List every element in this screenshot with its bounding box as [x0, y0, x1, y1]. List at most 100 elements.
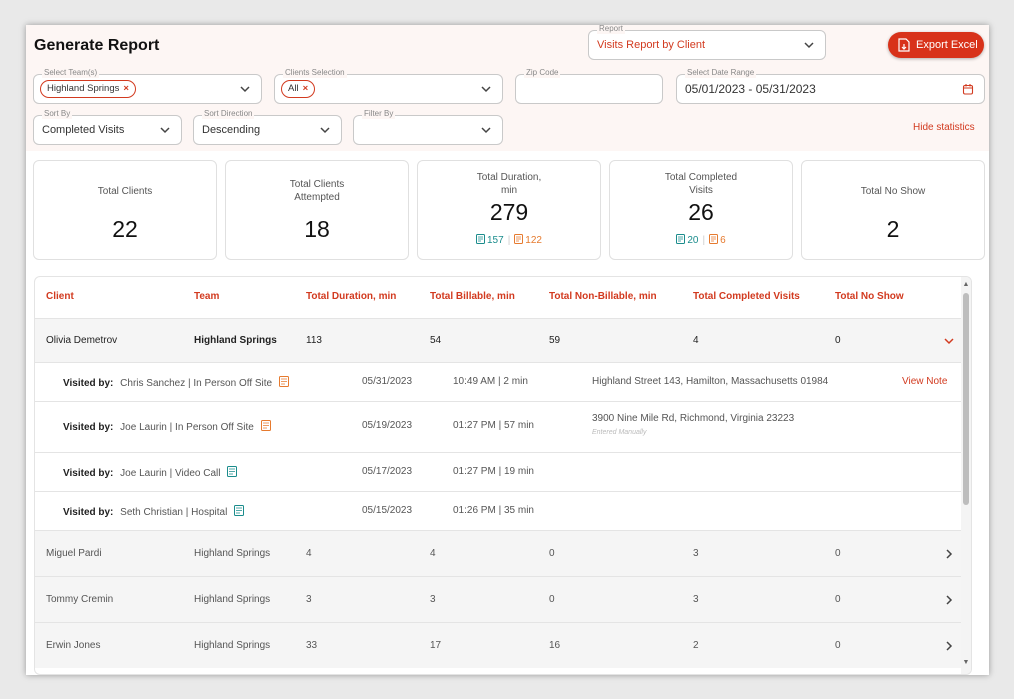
visit-time-value: 01:27 PM — [453, 420, 496, 431]
non-billable-visits: 6 — [720, 235, 726, 246]
visit-type: Hospital — [191, 507, 228, 518]
chevron-down-icon — [481, 86, 491, 93]
sort-by-select[interactable]: Sort By Completed Visits — [33, 109, 182, 145]
chevron-right-icon[interactable] — [943, 594, 955, 606]
cell-non-billable: 59 — [549, 335, 561, 346]
visit-time: 10:49 AM | 2 min — [453, 376, 528, 387]
stat-value: 26 — [688, 199, 714, 225]
visit-row: Visited by: Chris Sanchez | In Person Of… — [35, 362, 971, 401]
table-row[interactable]: Miguel Pardi Highland Springs 4 4 0 3 0 — [35, 530, 971, 576]
table-row-expanded[interactable]: Olivia Demetrov Highland Springs 113 54 … — [35, 318, 971, 362]
filter-by-label: Filter By — [362, 109, 396, 119]
stat-label: Total Duration, min — [476, 172, 542, 196]
chevron-down-icon[interactable] — [943, 335, 955, 347]
clients-label: Clients Selection — [283, 68, 347, 78]
report-window: Generate Report Report Visits Report by … — [26, 25, 989, 675]
scrollbar-thumb[interactable] — [963, 293, 969, 505]
visit-date: 05/17/2023 — [362, 466, 413, 477]
date-range-input[interactable]: Select Date Range 05/01/2023 - 05/31/202… — [676, 68, 985, 104]
cell-completed: 2 — [693, 640, 699, 651]
stat-breakdown: 20 | 6 — [610, 234, 792, 246]
visit-time-value: 01:27 PM — [453, 466, 496, 477]
billable-note-icon — [676, 234, 686, 244]
visit-duration: 57 min — [503, 420, 534, 431]
billable-visits: 20 — [687, 235, 699, 246]
cell-no-show: 0 — [835, 594, 841, 605]
filter-by-select[interactable]: Filter By — [353, 109, 503, 145]
cell-duration: 33 — [306, 640, 318, 651]
cell-no-show: 0 — [835, 548, 841, 559]
remove-chip-icon[interactable]: × — [123, 83, 129, 94]
remove-chip-icon[interactable]: × — [302, 83, 309, 94]
stat-card-completed-visits: Total Completed Visits 26 20 | 6 — [609, 160, 793, 260]
teams-select[interactable]: Select Team(s) Highland Springs × — [33, 68, 262, 104]
team-chip[interactable]: Highland Springs × — [40, 80, 136, 98]
cell-duration: 113 — [306, 335, 322, 346]
date-range-label: Select Date Range — [685, 68, 757, 78]
visit-by: Visited by: Joe Laurin | Video Call — [63, 466, 238, 479]
billable-note-icon — [234, 505, 245, 516]
visit-duration: 35 min — [503, 505, 534, 516]
sort-direction-value: Descending — [202, 124, 261, 136]
visit-date: 05/19/2023 — [362, 420, 413, 431]
chevron-right-icon[interactable] — [943, 548, 955, 560]
header-team[interactable]: Team — [194, 291, 220, 302]
hide-statistics-link[interactable]: Hide statistics — [913, 122, 975, 133]
clients-select[interactable]: Clients Selection All × — [274, 68, 503, 104]
non-billable-note-icon — [514, 234, 524, 244]
stat-label: Total Clients Attempted — [289, 179, 345, 203]
visit-row: Visited by: Joe Laurin | In Person Off S… — [35, 401, 971, 452]
teams-label: Select Team(s) — [42, 68, 100, 78]
stat-value: 279 — [489, 199, 529, 225]
visit-date: 05/31/2023 — [362, 376, 413, 387]
visit-row: Visited by: Joe Laurin | Video Call 05/1… — [35, 452, 971, 491]
cell-team: Highland Springs — [194, 594, 271, 605]
visit-time-value: 01:26 PM — [453, 505, 496, 516]
table-scrollbar[interactable]: ▲ ▼ — [961, 277, 971, 674]
header-total-completed-visits[interactable]: Total Completed Visits — [693, 291, 800, 302]
header-client[interactable]: Client — [46, 291, 74, 302]
chevron-right-icon[interactable] — [943, 640, 955, 652]
view-note-link[interactable]: View Note — [902, 376, 948, 387]
non-billable-note-icon — [278, 376, 289, 387]
stat-card-no-show: Total No Show 2 — [801, 160, 985, 260]
stat-value: 22 — [112, 216, 138, 242]
header-total-no-show[interactable]: Total No Show — [835, 291, 904, 302]
cell-non-billable: 0 — [549, 548, 555, 559]
cell-team: Highland Springs — [194, 335, 277, 346]
visit-row: Visited by: Seth Christian | Hospital 05… — [35, 491, 971, 530]
visit-by: Visited by: Joe Laurin | In Person Off S… — [63, 420, 271, 433]
visit-type: In Person Off Site — [175, 422, 254, 433]
zip-code-input[interactable]: Zip Code — [515, 68, 663, 104]
export-excel-label: Export Excel — [916, 39, 978, 51]
cell-billable: 54 — [430, 335, 442, 346]
stat-value: 18 — [304, 216, 330, 242]
visitor-name: Joe Laurin — [120, 422, 167, 433]
visit-date: 05/15/2023 — [362, 505, 413, 516]
chevron-down-icon — [320, 127, 330, 134]
export-excel-button[interactable]: Export Excel — [888, 32, 984, 58]
report-select[interactable]: Report Visits Report by Client — [588, 25, 826, 60]
header-total-billable[interactable]: Total Billable, min — [430, 291, 515, 302]
cell-client: Tommy Cremin — [46, 594, 114, 605]
clients-chip[interactable]: All × — [281, 80, 316, 98]
visit-address: Highland Street 143, Hamilton, Massachus… — [592, 376, 829, 387]
non-billable-duration: 122 — [525, 235, 542, 246]
sort-direction-select[interactable]: Sort Direction Descending — [193, 109, 342, 145]
table-row[interactable]: Erwin Jones Highland Springs 33 17 16 2 … — [35, 622, 971, 668]
calendar-icon[interactable] — [962, 83, 974, 95]
scroll-down-icon[interactable]: ▼ — [962, 659, 970, 666]
visited-by-label: Visited by: — [63, 507, 114, 518]
visit-duration: 19 min — [503, 466, 534, 477]
cell-no-show: 0 — [835, 640, 841, 651]
header-total-non-billable[interactable]: Total Non-Billable, min — [549, 291, 657, 302]
visitor-name: Seth Christian — [120, 507, 183, 518]
header-total-duration[interactable]: Total Duration, min — [306, 291, 397, 302]
page-title: Generate Report — [34, 37, 160, 54]
visited-by-label: Visited by: — [63, 378, 114, 389]
address-note: Entered Manually — [592, 429, 647, 436]
table-row[interactable]: Tommy Cremin Highland Springs 3 3 0 3 0 — [35, 576, 971, 622]
cell-duration: 3 — [306, 594, 312, 605]
scroll-up-icon[interactable]: ▲ — [962, 281, 970, 288]
stat-breakdown: 157 | 122 — [418, 234, 600, 246]
